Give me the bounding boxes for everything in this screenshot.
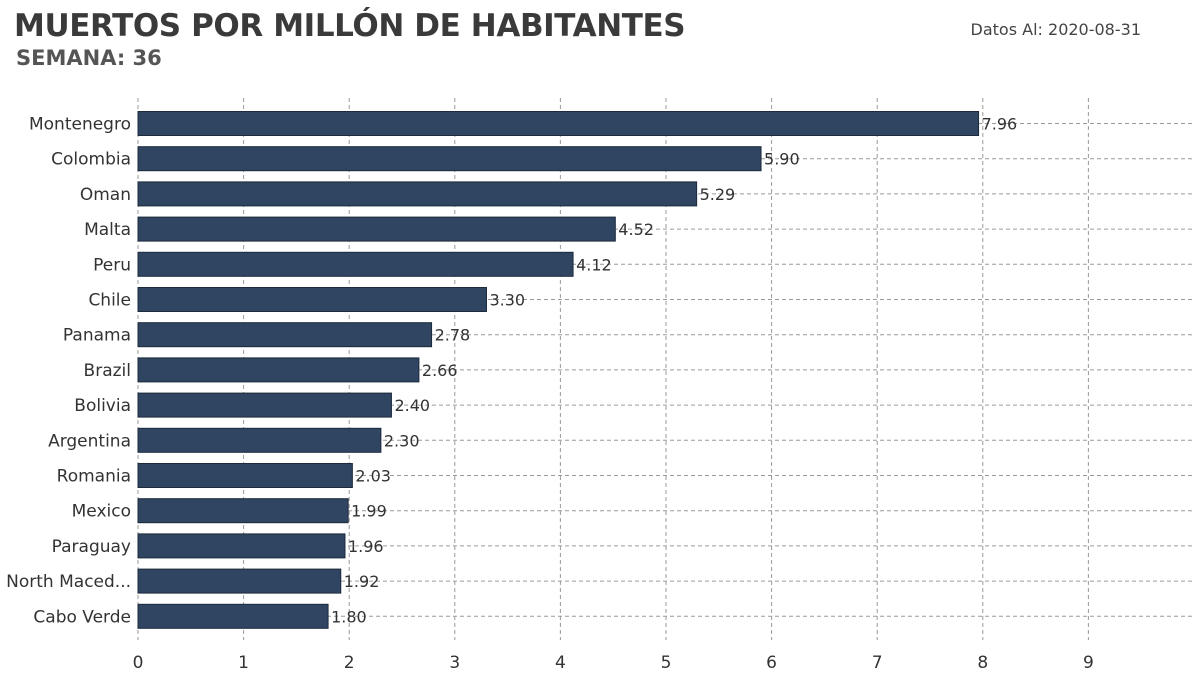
bar	[137, 146, 762, 172]
bar	[137, 111, 980, 136]
bar	[137, 322, 433, 348]
bar	[137, 463, 353, 488]
x-tick-label: 9	[1083, 653, 1094, 673]
x-tick-label: 8	[977, 653, 988, 673]
bar	[137, 181, 698, 207]
value-label: 4.52	[618, 220, 654, 239]
bars	[137, 111, 980, 629]
bar	[137, 427, 382, 453]
x-tick-label: 0	[133, 653, 144, 673]
category-label: Malta	[84, 220, 131, 240]
bar	[137, 603, 329, 629]
bar	[137, 357, 420, 383]
x-tick-label: 6	[766, 653, 777, 673]
bar	[137, 251, 574, 277]
bar	[137, 216, 616, 242]
value-label: 1.80	[331, 607, 367, 626]
x-tick-label: 3	[449, 653, 460, 673]
category-label: Paraguay	[52, 537, 131, 557]
bar	[137, 392, 392, 418]
x-tick-label: 4	[555, 653, 566, 673]
value-label: 2.40	[394, 396, 430, 415]
category-label: Mexico	[72, 502, 131, 522]
data-date-label: Datos Al: 2020-08-31	[970, 20, 1141, 39]
category-label: North Maced...	[6, 572, 131, 592]
value-label: 7.96	[982, 115, 1018, 134]
category-label: Colombia	[51, 150, 131, 170]
value-label: 4.12	[576, 255, 612, 274]
category-label: Cabo Verde	[33, 607, 131, 627]
category-label: Montenegro	[29, 115, 131, 135]
value-label: 1.92	[344, 572, 380, 591]
labels: 0 1 2 3 4 5 6 7 8 9 Montenegro 7.96 Colombia 5.90 Oman…	[6, 115, 1094, 674]
x-tick-label: 2	[344, 653, 355, 673]
category-label: Peru	[93, 255, 131, 275]
x-tick-label: 5	[661, 653, 672, 673]
category-label: Romania	[57, 467, 131, 487]
value-label: 5.90	[764, 150, 800, 169]
category-label: Panama	[63, 326, 131, 346]
value-label: 2.78	[435, 326, 471, 345]
chart-title: MUERTOS POR MILLÓN DE HABITANTES	[14, 8, 686, 44]
value-label: 1.99	[351, 502, 387, 521]
category-label: Oman	[80, 185, 131, 205]
category-label: Chile	[88, 291, 131, 311]
value-label: 3.30	[489, 291, 525, 310]
bar	[137, 568, 342, 594]
bar	[137, 287, 487, 312]
value-label: 2.66	[422, 361, 458, 380]
value-label: 1.96	[348, 537, 384, 556]
bar	[137, 498, 349, 524]
x-tick-label: 7	[872, 653, 883, 673]
value-label: 2.03	[355, 467, 391, 486]
category-label: Brazil	[84, 361, 131, 381]
category-label: Argentina	[48, 431, 131, 451]
x-tick-label: 1	[238, 653, 249, 673]
category-label: Bolivia	[74, 396, 131, 416]
chart-subtitle: SEMANA: 36	[16, 46, 162, 70]
value-label: 5.29	[700, 185, 736, 204]
bar	[137, 533, 346, 559]
value-label: 2.30	[384, 431, 420, 450]
